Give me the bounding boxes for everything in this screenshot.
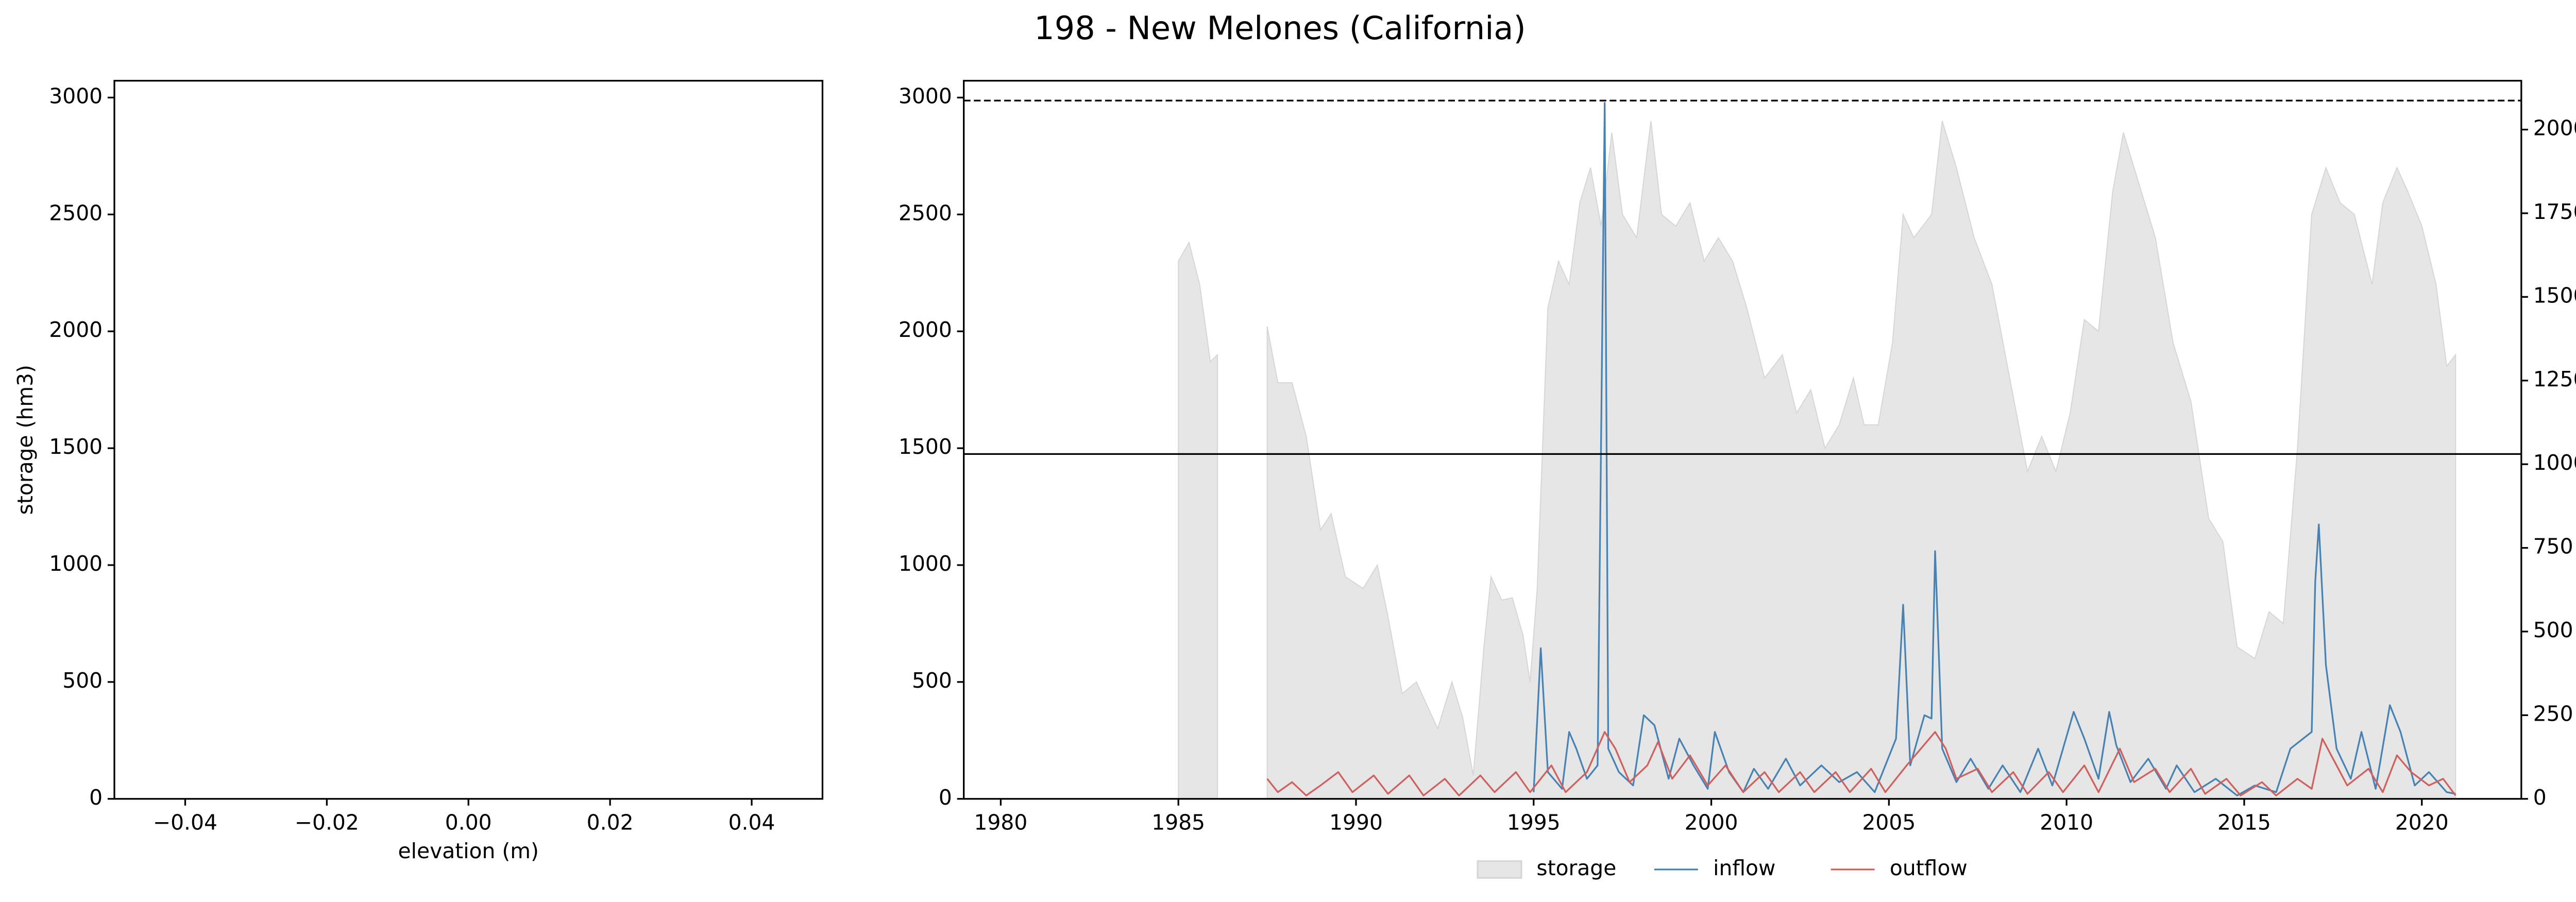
x-tick-label: 0.02 — [587, 810, 634, 835]
y2-tick-label: 2000 — [2533, 116, 2576, 141]
x-tick-label: 1980 — [974, 810, 1028, 835]
x-tick-label: 2020 — [2395, 810, 2449, 835]
y-axis-label: storage (hm3) — [13, 365, 38, 515]
y-tick-label: 2500 — [899, 200, 952, 225]
y-tick-label: 3000 — [49, 83, 103, 108]
x-tick-label: 2000 — [1685, 810, 1738, 835]
legend-label: storage — [1536, 856, 1616, 880]
y2-tick-label: 250 — [2533, 701, 2573, 726]
y-tick-label: 2000 — [899, 317, 952, 342]
inflow-line — [1533, 101, 2456, 796]
y2-tick-label: 750 — [2533, 534, 2573, 559]
legend-label: outflow — [1890, 856, 1968, 880]
storage-area — [1178, 121, 2456, 799]
y2-tick-label: 1250 — [2533, 367, 2576, 392]
plot-frame — [963, 80, 2522, 800]
legend-swatch — [1477, 860, 1522, 879]
y-tick-label: 1000 — [899, 551, 952, 576]
y2-tick-label: 1000 — [2533, 450, 2576, 475]
x-tick-label: 1990 — [1329, 810, 1383, 835]
x-tick-label: 0.00 — [445, 810, 492, 835]
x-tick-label: 2005 — [1862, 810, 1916, 835]
x-tick-label: 2015 — [2217, 810, 2271, 835]
y2-tick-label: 0 — [2533, 785, 2547, 810]
figure-title: 198 - New Melones (California) — [1034, 9, 1526, 47]
x-tick-label: 1995 — [1507, 810, 1561, 835]
outflow-line — [1266, 731, 2456, 796]
y-tick-label: 2000 — [49, 317, 103, 342]
x-tick-label: 1985 — [1151, 810, 1205, 835]
y-tick-label: 500 — [62, 668, 103, 693]
y-tick-label: 2500 — [49, 200, 103, 225]
y-tick-label: 1000 — [49, 551, 103, 576]
y-tick-label: 3000 — [899, 83, 952, 108]
y-tick-label: 0 — [89, 785, 103, 810]
x-axis-label: elevation (m) — [398, 839, 539, 863]
y-tick-label: 0 — [939, 785, 952, 810]
legend-label: inflow — [1713, 856, 1775, 880]
y-tick-label: 1500 — [49, 434, 103, 459]
x-tick-label: 2010 — [2040, 810, 2093, 835]
y2-tick-label: 1500 — [2533, 283, 2576, 308]
y2-tick-label: 1750 — [2533, 199, 2576, 224]
y-tick-label: 1500 — [899, 434, 952, 459]
y2-tick-label: 500 — [2533, 618, 2573, 642]
y-tick-label: 500 — [912, 668, 952, 693]
x-tick-label: 0.04 — [728, 810, 775, 835]
x-tick-label: −0.02 — [295, 810, 359, 835]
x-tick-label: −0.04 — [153, 810, 217, 835]
